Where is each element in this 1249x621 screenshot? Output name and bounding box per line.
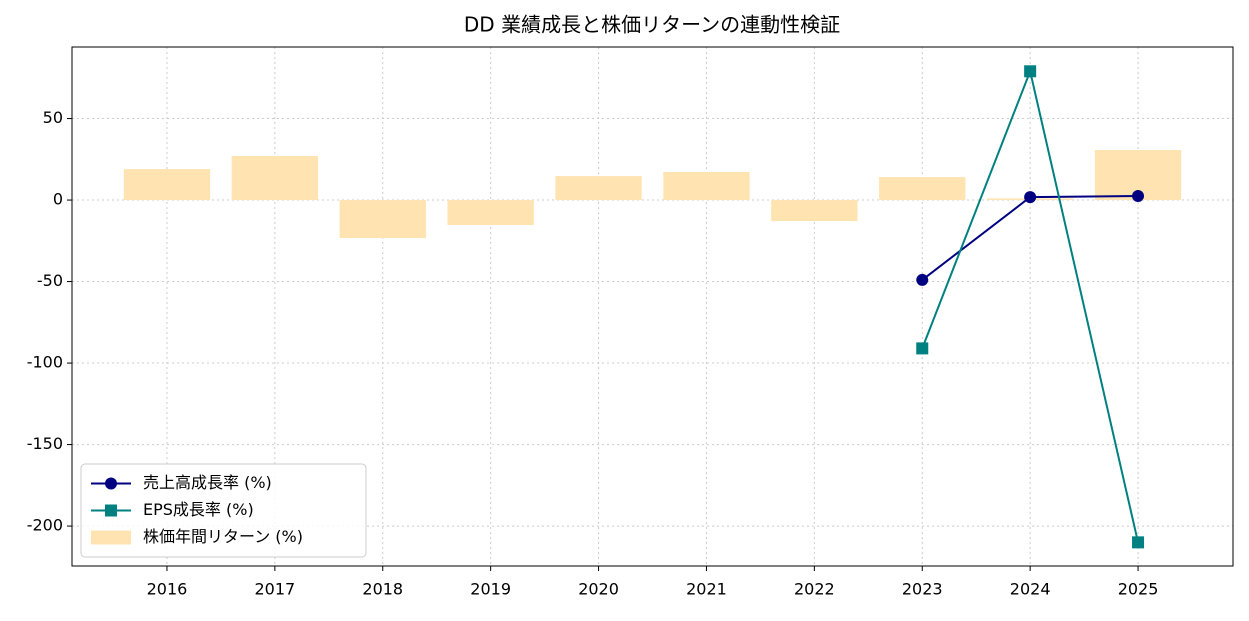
x-tick-label: 2017: [254, 580, 295, 599]
bar: [663, 172, 750, 201]
marker: [1024, 65, 1037, 78]
y-tick-label: -150: [27, 434, 63, 453]
legend-marker: [105, 477, 117, 490]
bar: [339, 200, 426, 239]
y-tick-label: 50: [43, 108, 63, 127]
chart-title: DD 業績成長と株価リターンの連動性検証: [464, 13, 840, 37]
y-tick-label: -50: [37, 271, 63, 290]
legend: 売上高成長率 (%) EPS成長率 (%) 株価年間リターン (%): [80, 463, 367, 558]
marker: [1024, 191, 1037, 204]
bar: [771, 200, 858, 222]
legend-label: 売上高成長率 (%): [143, 473, 272, 492]
marker: [916, 273, 929, 286]
x-tick-label: 2022: [794, 580, 835, 599]
x-tick-label: 2020: [578, 580, 619, 599]
marker: [1132, 536, 1145, 549]
legend-label: EPS成長率 (%): [143, 500, 254, 519]
marker: [916, 342, 929, 355]
y-tick-label: 0: [53, 190, 63, 209]
legend-box: [80, 463, 367, 558]
y-tick-label: -100: [27, 353, 63, 372]
legend-swatch: [91, 530, 131, 545]
x-tick-label: 2018: [362, 580, 403, 599]
plot-frame: [71, 46, 1234, 567]
bar: [879, 177, 966, 201]
bar: [555, 176, 642, 201]
bar: [231, 156, 319, 201]
x-tick-label: 2025: [1118, 580, 1159, 599]
marker: [1132, 189, 1145, 202]
legend-label: 株価年間リターン (%): [143, 527, 303, 546]
y-tick-label: -200: [27, 516, 63, 535]
x-tick-label: 2016: [147, 580, 188, 599]
series-line: [921, 67, 1140, 543]
x-tick-label: 2024: [1010, 580, 1051, 599]
x-tick-label: 2023: [902, 580, 943, 599]
x-tick-label: 2019: [470, 580, 511, 599]
legend-marker: [105, 504, 117, 517]
bar: [123, 169, 211, 201]
x-tick-label: 2021: [686, 580, 727, 599]
bar: [447, 200, 534, 225]
